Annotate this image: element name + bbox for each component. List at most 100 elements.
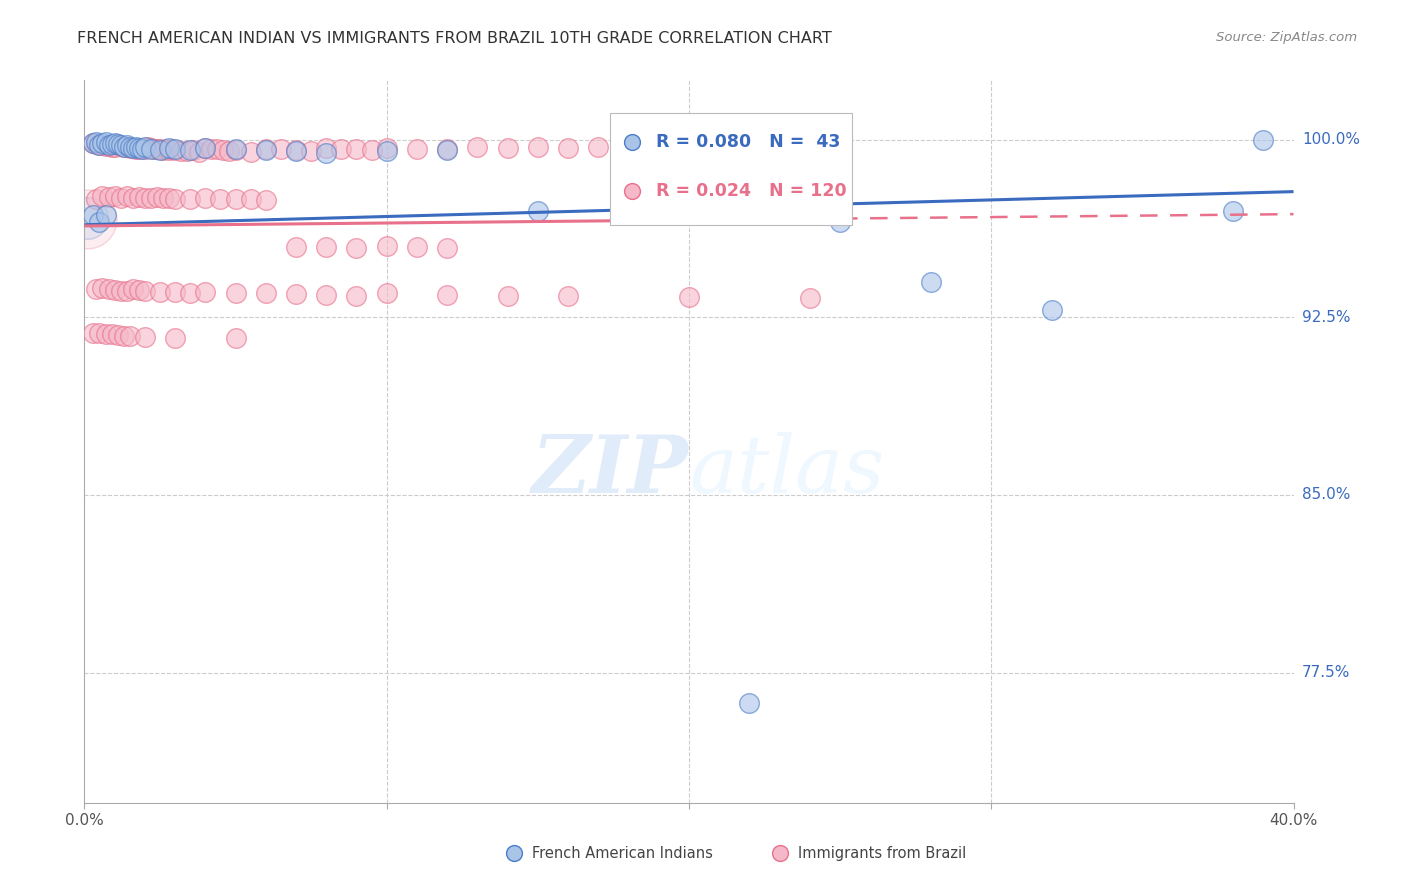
Point (89, 215, 111, 229)
Point (315, 141, 337, 155)
Point (678, 206, 700, 220)
Point (209, 192, 232, 206)
Text: R = 0.080   N =  43: R = 0.080 N = 43 (657, 133, 841, 151)
Point (89, 137, 111, 152)
Point (165, 143, 187, 157)
Point (467, 140, 489, 154)
Text: 77.5%: 77.5% (1302, 665, 1350, 680)
Point (134, 139, 156, 153)
Point (738, 696, 761, 710)
Point (239, 192, 262, 206)
Point (179, 143, 201, 157)
Point (146, 190, 169, 204)
Point (799, 291, 821, 305)
Point (170, 144, 193, 158)
Point (115, 189, 138, 203)
Point (86, 137, 108, 152)
Point (617, 141, 640, 155)
Point (128, 141, 150, 155)
Point (225, 143, 247, 157)
Point (128, 142, 150, 156)
Point (134, 330, 156, 344)
Point (91, 138, 114, 153)
Point (128, 190, 150, 204)
Point (125, 141, 148, 155)
Point (330, 141, 353, 155)
Point (89, 138, 111, 153)
Point (406, 142, 429, 156)
Point (94, 326, 117, 341)
Point (86, 282, 108, 296)
Point (115, 138, 138, 153)
Point (920, 275, 942, 289)
Text: 85.0%: 85.0% (1302, 487, 1350, 502)
Point (176, 145, 198, 159)
Point (346, 241, 368, 255)
Point (738, 141, 761, 155)
Point (617, 208, 640, 222)
Point (115, 140, 138, 154)
Text: atlas: atlas (689, 432, 884, 509)
Point (149, 143, 172, 157)
Point (100, 139, 122, 153)
Point (225, 331, 247, 345)
Point (254, 143, 277, 157)
Point (118, 329, 141, 343)
Point (194, 141, 217, 155)
Point (121, 282, 143, 296)
Point (165, 285, 187, 300)
Point (110, 138, 132, 153)
Point (406, 240, 429, 254)
Point (134, 190, 156, 204)
Point (285, 239, 308, 253)
Point (128, 283, 150, 297)
Point (94, 135, 117, 149)
Point (375, 239, 398, 253)
Point (165, 192, 187, 206)
Point (139, 142, 162, 156)
Point (107, 138, 129, 153)
Point (436, 287, 458, 301)
Point (315, 145, 337, 160)
Point (142, 142, 165, 156)
Point (100, 327, 122, 342)
Point (107, 327, 129, 342)
Point (194, 191, 217, 205)
Point (121, 141, 143, 155)
Point (157, 141, 180, 155)
Point (285, 145, 308, 159)
Point (436, 242, 458, 256)
Point (112, 139, 135, 153)
Point (254, 286, 277, 301)
Point (436, 143, 458, 157)
Point (82, 136, 104, 150)
Point (648, 140, 671, 154)
Point (136, 140, 159, 154)
Point (121, 190, 143, 204)
Point (188, 145, 211, 159)
Point (91, 136, 114, 150)
Text: 92.5%: 92.5% (1302, 310, 1350, 325)
Point (155, 142, 177, 156)
Point (254, 193, 277, 207)
Point (157, 191, 180, 205)
Point (104, 283, 127, 297)
Text: Immigrants from Brazil: Immigrants from Brazil (797, 846, 966, 861)
Point (207, 143, 229, 157)
Point (104, 189, 127, 203)
Point (149, 143, 172, 157)
Point (1253, 132, 1275, 146)
Point (254, 142, 277, 156)
Point (165, 142, 187, 156)
Point (557, 141, 579, 155)
Point (225, 285, 247, 300)
Point (112, 328, 135, 343)
Point (588, 140, 610, 154)
Text: R = 0.024   N = 120: R = 0.024 N = 120 (657, 182, 846, 200)
Point (218, 145, 240, 159)
Point (134, 284, 156, 298)
Point (160, 143, 183, 157)
Point (200, 142, 222, 156)
Text: 100.0%: 100.0% (1302, 132, 1360, 147)
Point (115, 284, 138, 298)
